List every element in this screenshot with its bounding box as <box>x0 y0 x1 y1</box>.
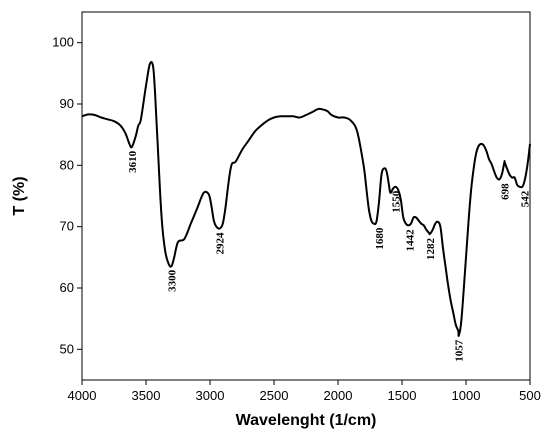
x-tick-label: 1000 <box>452 388 481 403</box>
x-tick-label: 3000 <box>196 388 225 403</box>
y-tick-label: 60 <box>60 280 74 295</box>
peak-label: 1057 <box>454 339 466 362</box>
y-tick-label: 100 <box>52 35 74 50</box>
plot-frame <box>81 11 531 381</box>
y-axis-title: T (%) <box>11 176 28 215</box>
peak-label: 1680 <box>374 227 386 250</box>
peak-label: 2924 <box>215 232 227 255</box>
x-tick-label: 3500 <box>132 388 161 403</box>
y-tick-label: 50 <box>60 341 74 356</box>
peak-label: 542 <box>520 190 532 207</box>
y-tick-label: 80 <box>60 157 74 172</box>
x-tick-label: 2500 <box>260 388 289 403</box>
y-axis: 50 60 70 80 90 100 <box>52 35 82 356</box>
peak-label: 3300 <box>167 269 179 292</box>
x-tick-label: 4000 <box>68 388 97 403</box>
x-tick-label: 1500 <box>388 388 417 403</box>
peak-label: 1282 <box>425 238 437 261</box>
x-axis: 4000 3500 3000 2500 2000 1500 1000 500 <box>68 380 541 403</box>
peak-label: 698 <box>500 183 512 200</box>
x-tick-label: 500 <box>519 388 541 403</box>
peak-annotations: 3610 3300 2924 1680 1550 1442 1282 1057 698 542 <box>127 150 532 361</box>
x-tick-label: 2000 <box>324 388 353 403</box>
y-tick-label: 90 <box>60 96 74 111</box>
x-axis-title: Wavelenght (1/cm) <box>236 412 377 429</box>
peak-label: 3610 <box>127 150 139 173</box>
peak-label: 1442 <box>404 229 416 252</box>
peak-label: 1550 <box>391 190 403 213</box>
transmittance-line <box>81 61 531 337</box>
y-tick-label: 70 <box>60 219 74 234</box>
